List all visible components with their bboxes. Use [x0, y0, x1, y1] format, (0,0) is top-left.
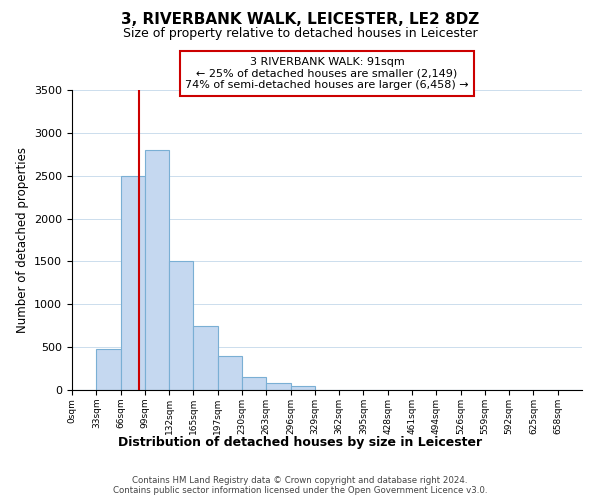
- Bar: [242, 377, 266, 390]
- Bar: [193, 326, 218, 390]
- Bar: [169, 262, 193, 390]
- Bar: [145, 150, 169, 390]
- Text: Contains HM Land Registry data © Crown copyright and database right 2024.
Contai: Contains HM Land Registry data © Crown c…: [113, 476, 487, 495]
- Text: 3 RIVERBANK WALK: 91sqm
← 25% of detached houses are smaller (2,149)
74% of semi: 3 RIVERBANK WALK: 91sqm ← 25% of detache…: [185, 57, 469, 90]
- Bar: [290, 386, 315, 390]
- Text: 3, RIVERBANK WALK, LEICESTER, LE2 8DZ: 3, RIVERBANK WALK, LEICESTER, LE2 8DZ: [121, 12, 479, 28]
- Text: Size of property relative to detached houses in Leicester: Size of property relative to detached ho…: [122, 28, 478, 40]
- Bar: [121, 176, 145, 390]
- Y-axis label: Number of detached properties: Number of detached properties: [16, 147, 29, 333]
- Bar: [218, 356, 242, 390]
- Bar: [266, 383, 290, 390]
- Text: Distribution of detached houses by size in Leicester: Distribution of detached houses by size …: [118, 436, 482, 449]
- Bar: [96, 349, 121, 390]
